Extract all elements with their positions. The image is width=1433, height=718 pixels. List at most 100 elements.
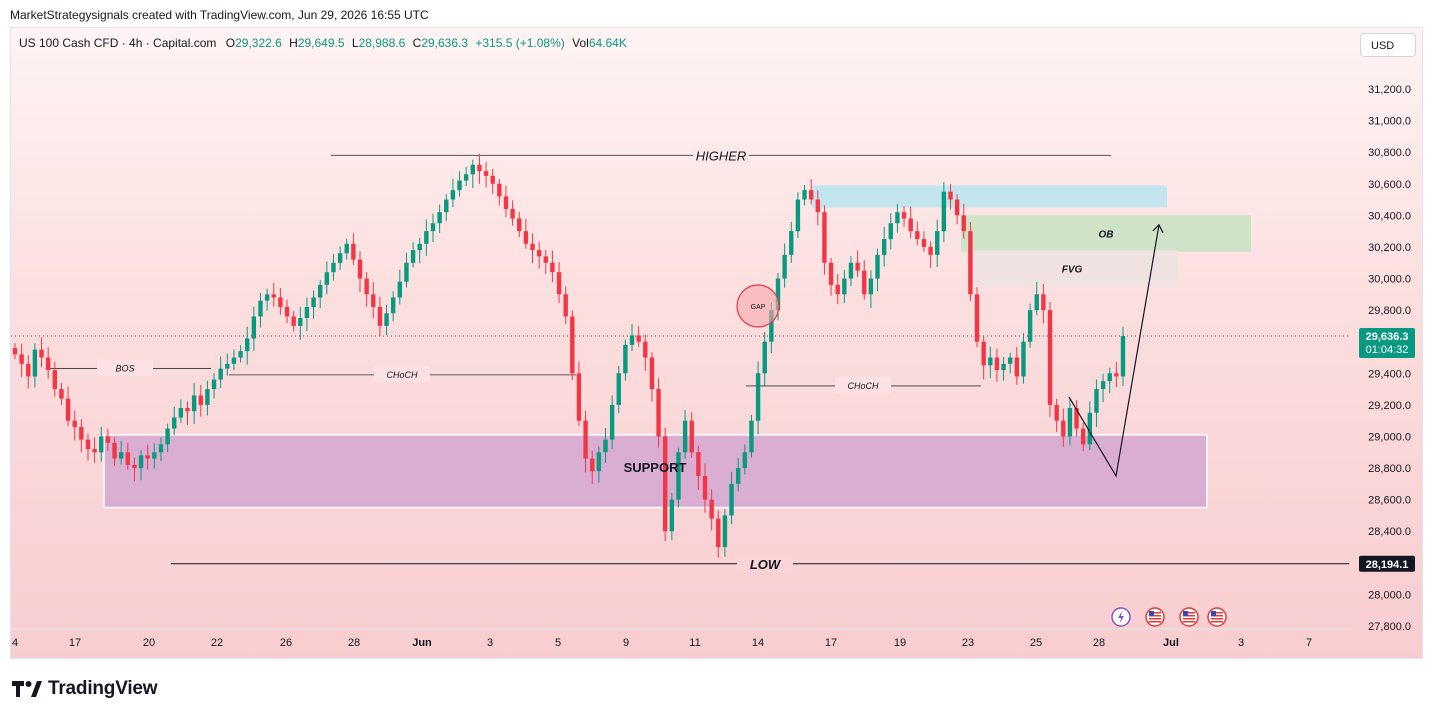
candle xyxy=(709,489,714,531)
candle-body xyxy=(510,209,515,219)
candle xyxy=(298,306,303,340)
candle xyxy=(855,250,860,278)
candle-body xyxy=(530,243,535,251)
candle-body xyxy=(1094,389,1099,413)
flag-canton xyxy=(1149,611,1154,616)
candle xyxy=(974,287,980,348)
candle xyxy=(1021,333,1026,384)
x-tick-label: 22 xyxy=(211,637,223,649)
candle-body xyxy=(298,318,303,326)
projection-path xyxy=(1068,224,1160,478)
candle xyxy=(828,257,834,296)
currency-button[interactable]: USD xyxy=(1360,33,1416,57)
chart-panel[interactable]: HIGHER LOW BOS CHoCH CHoCH SUPPORT GAP OB FVG 31… xyxy=(10,27,1423,659)
candle-body xyxy=(397,281,403,298)
last-price-tag xyxy=(1359,327,1415,358)
y-tick-label: 29,400.0 xyxy=(1368,368,1411,380)
lightning-icon[interactable] xyxy=(1111,607,1131,627)
candle-body xyxy=(775,278,781,311)
candle-body xyxy=(596,452,602,472)
candle-body xyxy=(828,262,834,285)
candle-body xyxy=(1074,408,1079,429)
candle-body xyxy=(735,468,741,484)
candle xyxy=(1034,282,1039,316)
x-tick-label: 28 xyxy=(348,637,360,649)
candle xyxy=(211,373,217,399)
candle xyxy=(331,253,336,281)
x-tick-label: 17 xyxy=(825,637,837,649)
candle-body xyxy=(1001,363,1006,371)
us-flag-icon[interactable] xyxy=(1179,607,1199,627)
y-tick-label: 30,200.0 xyxy=(1368,242,1411,254)
candle-body xyxy=(868,278,874,295)
low-label: LOW xyxy=(750,557,782,572)
candle xyxy=(390,291,396,322)
candle xyxy=(503,185,509,218)
candle-body xyxy=(676,452,681,500)
x-tick-label: 7 xyxy=(1306,637,1312,649)
candle-body xyxy=(895,212,900,224)
candle xyxy=(862,260,867,300)
candle xyxy=(802,184,807,206)
candle-body xyxy=(590,458,595,472)
candle-body xyxy=(12,348,18,355)
candle xyxy=(676,447,681,508)
candle xyxy=(99,426,104,462)
candle-body xyxy=(470,164,475,175)
candle xyxy=(138,450,144,481)
candle-body xyxy=(45,357,51,371)
candle-body xyxy=(808,190,814,200)
x-tick-label: 19 xyxy=(894,637,906,649)
y-tick-label: 28,800.0 xyxy=(1368,463,1411,475)
candle xyxy=(848,256,854,287)
candle-body xyxy=(384,313,389,326)
gap-marker xyxy=(736,284,780,328)
candle-body xyxy=(848,262,854,279)
candle xyxy=(603,428,608,463)
candle-body xyxy=(125,452,130,465)
candle-body xyxy=(1047,310,1053,405)
candle xyxy=(722,509,728,557)
candle xyxy=(782,243,787,288)
candle xyxy=(868,270,874,309)
vol-unit: K xyxy=(618,36,627,50)
ohlc-legend: US 100 Cash CFD · 4h · Capital.com O29,3… xyxy=(19,36,627,50)
candle-body xyxy=(344,243,349,254)
candle-body xyxy=(928,246,933,255)
candle xyxy=(185,401,190,426)
candle-body xyxy=(563,294,568,317)
candle-body xyxy=(463,174,469,181)
y-tick-label: 29,000.0 xyxy=(1368,431,1411,443)
candle xyxy=(231,349,237,370)
symbol-title[interactable]: US 100 Cash CFD · 4h · Capital.com xyxy=(19,36,217,50)
candle-body xyxy=(795,199,801,232)
candle xyxy=(165,423,170,453)
candle-body xyxy=(198,395,203,405)
candle xyxy=(45,347,51,379)
candle xyxy=(1100,373,1106,403)
candle-body xyxy=(961,215,966,232)
countdown-label: 01:04:32 xyxy=(1366,344,1409,356)
candle-body xyxy=(112,442,117,459)
candle-body xyxy=(331,262,336,273)
candle xyxy=(278,288,283,315)
candle-body xyxy=(59,389,64,399)
candle xyxy=(649,352,655,402)
flag-stripe xyxy=(1183,618,1195,620)
candle xyxy=(735,458,741,492)
candle xyxy=(875,248,880,292)
candle-body xyxy=(709,499,714,519)
candle-body xyxy=(377,306,383,326)
candle xyxy=(65,386,71,427)
candle-body xyxy=(994,357,1000,371)
us-flag-icon[interactable] xyxy=(1145,607,1165,627)
vol-value: 64.64 xyxy=(588,36,619,50)
tradingview-logo[interactable]: TradingView xyxy=(12,678,158,700)
us-flag-icon[interactable] xyxy=(1207,607,1227,627)
candle xyxy=(716,510,721,558)
candle-body xyxy=(430,223,436,232)
candle-body xyxy=(888,223,893,240)
candle-body xyxy=(410,250,416,263)
candle xyxy=(444,194,449,221)
